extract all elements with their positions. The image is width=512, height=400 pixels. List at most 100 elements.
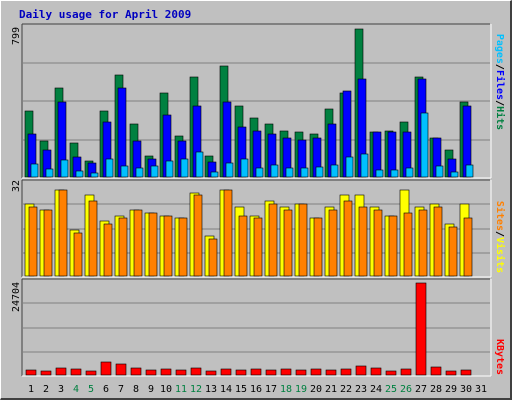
y-tick-visits-max: 32 [11,180,22,192]
kbytes-bar [205,370,217,376]
sites-bar [118,217,128,277]
sites-bar [433,206,443,277]
kbytes-bar [145,369,157,376]
y-tick-kbytes-max: 24704 [11,282,22,312]
x-tick-label: 7 [118,384,124,395]
sites-bar [103,223,113,277]
pages-bar [30,163,39,178]
sites-bar [283,209,293,277]
sites-bar [463,217,473,277]
kbytes-bar [250,368,262,376]
legend-part: Files [494,70,506,100]
kbytes-bar [175,369,187,376]
pages-bar [420,112,429,178]
pages-bar [390,169,399,178]
kbytes-bar [280,368,292,376]
sites-bar [388,215,398,277]
kbytes-bar [430,366,442,376]
x-tick-label: 21 [325,384,337,395]
x-tick-label: 1 [28,384,34,395]
x-tick-label: 2 [43,384,49,395]
kbytes-bar [400,368,412,376]
x-axis-day-labels: 1 2 3 4 5 6 7 8 9 10 11 12 13 14 15 16 17 18 19 20 21 22 23 24 2… [28,384,487,395]
pages-bar [285,167,294,178]
legend-text: Pages/Files/Hits [494,34,506,130]
x-tick-label: 13 [205,384,217,395]
x-tick-label: 30 [460,384,472,395]
sites-bar [448,226,458,277]
x-tick-label: 17 [265,384,277,395]
x-tick-label: 19 [295,384,307,395]
sites-bar [373,209,383,277]
pages-bar [345,156,354,178]
x-tick-label: 5 [88,384,94,395]
chart-title: Daily usage for April 2009 [19,8,192,21]
sites-bar [208,238,218,277]
kbytes-bar [295,369,307,376]
pages-bar [150,165,159,178]
pages-bar [60,159,69,178]
kbytes-bar [85,370,97,376]
kbytes-bar [160,368,172,376]
kbytes-bar [415,282,427,376]
x-tick-label: 6 [103,384,109,395]
kbytes-bar [460,369,472,376]
sites-bar [193,194,203,277]
x-tick-label: 9 [148,384,154,395]
sites-bar [418,209,428,277]
kbytes-bar [115,363,127,376]
x-tick-label: 10 [160,384,172,395]
sites-bar [403,212,413,277]
pages-bar [330,164,339,178]
kbytes-bar [235,369,247,376]
sites-bar [268,203,278,277]
legend-hits-files-pages: Pages/Files/Hits [494,34,506,130]
pages-bar [450,171,459,178]
x-tick-label: 3 [58,384,64,395]
sites-bar [253,217,263,277]
kbytes-bar [265,369,277,376]
sites-bar [358,206,368,277]
pages-bar [180,158,189,178]
x-tick-label: 14 [220,384,232,395]
kbytes-bar [370,367,382,376]
files-bar [117,87,127,178]
x-tick-label: 31 [475,384,487,395]
pages-bar [90,172,99,178]
y-tick-hits-max: 799 [11,27,22,45]
sites-bar [313,217,323,277]
x-tick-label: 16 [250,384,262,395]
kbytes-bar [25,369,37,376]
sites-bar [328,209,338,277]
x-tick-label: 15 [235,384,247,395]
pages-bar [45,168,54,178]
x-tick-label: 22 [340,384,352,395]
x-tick-label: 4 [73,384,79,395]
pages-bar [210,171,219,178]
pages-bar [240,158,249,178]
legend-part: / [494,64,505,70]
kbytes-bar [40,370,52,376]
x-tick-label: 20 [310,384,322,395]
kbytes-bar [445,370,457,376]
kbytes-bar [310,368,322,376]
sites-bar [238,215,248,277]
x-tick-label: 23 [355,384,367,395]
kbytes-bar [220,368,232,376]
sites-bar [148,212,158,277]
pages-bar [375,169,384,178]
kbytes-bar [70,368,82,376]
legend-part: / [494,231,505,237]
pages-bar [300,167,309,178]
sites-bar [73,232,83,277]
kbytes-bar [130,367,142,376]
pages-bar [255,167,264,178]
pages-bar [120,165,129,178]
sites-bar [178,217,188,277]
kbytes-bar [100,361,112,376]
x-tick-label: 24 [370,384,382,395]
legend-part: Visits [494,237,506,273]
sites-bar [58,189,68,277]
pages-bar [405,167,414,178]
